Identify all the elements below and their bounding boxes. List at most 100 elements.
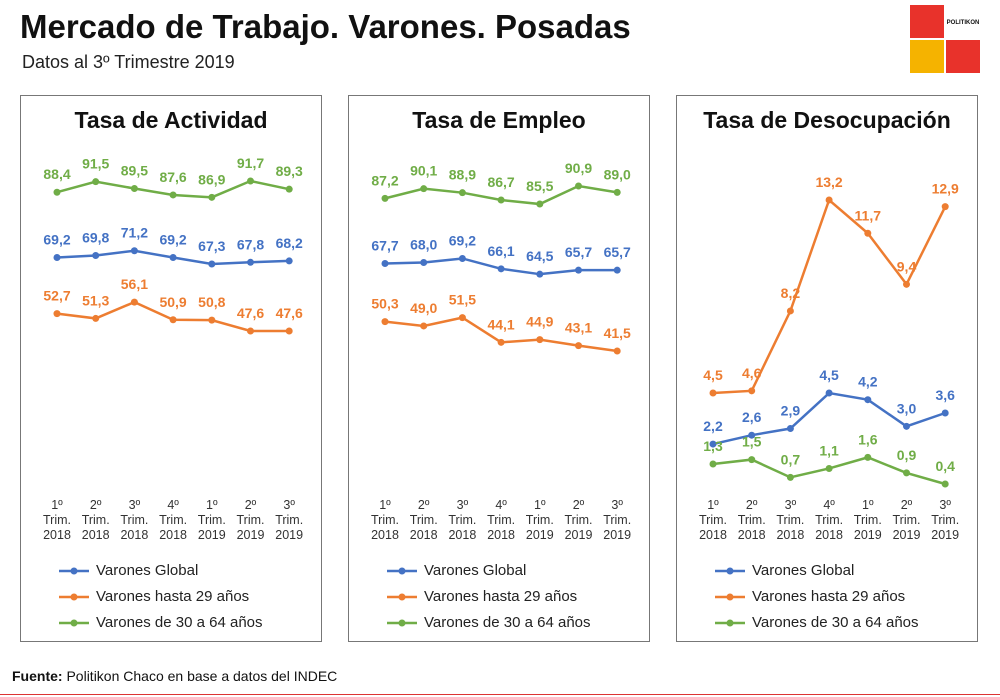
point	[864, 453, 872, 461]
chart-panel: 69,2 69,8 71,2 69,2 67,3 67,8 68,2 52,7 51,3 56,1…	[20, 95, 322, 642]
data-label: 65,7	[604, 244, 631, 260]
logo: POLITIKON	[910, 5, 980, 73]
x-tick-label: 1º Trim. 2018	[699, 498, 727, 542]
footer: Fuente: Politikon Chaco en base a datos …	[12, 668, 337, 684]
data-label: 86,9	[198, 171, 225, 187]
data-label: 0,4	[935, 458, 955, 474]
data-label: 88,4	[43, 166, 70, 182]
data-label: 41,5	[604, 325, 631, 341]
x-tick-label: 4º Trim. 2018	[815, 498, 844, 542]
data-label: 67,8	[237, 236, 264, 252]
data-label: 43,1	[565, 320, 592, 336]
point	[381, 194, 389, 202]
data-label: 67,3	[198, 238, 225, 254]
data-label: 50,3	[371, 296, 398, 312]
data-label: 69,2	[43, 232, 70, 248]
chart-plot: 69,2 69,8 71,2 69,2 67,3 67,8 68,2 52,7 51,3 56,1…	[43, 155, 303, 627]
point	[709, 460, 717, 468]
data-label: 1,6	[858, 431, 878, 447]
data-label: 71,2	[121, 225, 148, 241]
x-tick-label: 2º Trim. 2018	[737, 498, 766, 542]
legend-label: Varones Global	[424, 562, 527, 579]
point	[748, 431, 756, 439]
data-label: 1,5	[742, 434, 762, 450]
footer-text: Politikon Chaco en base a datos del INDE…	[66, 668, 338, 684]
data-label: 68,2	[276, 235, 303, 251]
point	[92, 178, 100, 186]
data-label: 1,1	[819, 442, 839, 458]
point	[169, 254, 177, 262]
data-label: 4,5	[819, 367, 839, 383]
data-label: 67,7	[371, 237, 398, 253]
point	[786, 307, 794, 315]
x-tick-label: 1º Trim. 2019	[853, 498, 882, 542]
legend-marker	[726, 619, 734, 627]
point	[786, 425, 794, 433]
legend-label: Varones de 30 a 64 años	[752, 614, 919, 631]
data-label: 1,3	[703, 438, 723, 454]
x-tick-label: 1º Trim. 2019	[197, 498, 226, 542]
point	[903, 280, 910, 288]
point	[285, 257, 293, 265]
data-label: 91,7	[237, 155, 264, 171]
legend-label: Varones hasta 29 años	[424, 588, 578, 605]
data-label: 3,0	[897, 400, 917, 416]
x-tick-label: 3º Trim. 2018	[776, 498, 805, 542]
legend-marker	[70, 593, 78, 601]
point	[825, 389, 833, 397]
point	[247, 177, 254, 185]
point	[497, 265, 505, 273]
data-label: 2,9	[781, 403, 801, 419]
legend-label: Varones Global	[752, 562, 855, 579]
point	[247, 327, 254, 335]
point	[575, 182, 582, 190]
x-tick-label: 3º Trim. 2019	[931, 498, 960, 542]
point	[613, 188, 621, 196]
x-tick-label: 3º Trim. 2019	[603, 498, 632, 542]
point	[575, 342, 582, 350]
page-subtitle: Datos al 3º Trimestre 2019	[22, 52, 235, 72]
point	[130, 298, 138, 306]
x-tick-label: 1º Trim. 2019	[525, 498, 554, 542]
point	[458, 254, 466, 262]
point	[53, 254, 61, 262]
point	[575, 266, 582, 274]
chart-title: Tasa de Empleo	[412, 107, 586, 133]
data-label: 86,7	[487, 174, 514, 190]
data-label: 4,5	[703, 367, 723, 383]
point	[497, 338, 505, 346]
data-label: 49,0	[410, 300, 437, 316]
data-label: 51,3	[82, 292, 109, 308]
data-label: 90,1	[410, 163, 437, 179]
point	[786, 473, 794, 481]
point	[53, 310, 61, 318]
footer-line	[0, 694, 1000, 695]
legend-label: Varones hasta 29 años	[96, 588, 250, 605]
data-label: 44,9	[526, 314, 553, 330]
legend-marker	[726, 593, 734, 601]
data-label: 50,8	[198, 294, 225, 310]
data-label: 69,2	[159, 232, 186, 248]
data-label: 13,2	[815, 174, 842, 190]
legend-label: Varones de 30 a 64 años	[96, 614, 263, 631]
data-label: 89,5	[121, 162, 148, 178]
data-label: 4,2	[858, 374, 878, 390]
data-label: 66,1	[487, 243, 514, 259]
data-label: 0,9	[897, 447, 917, 463]
legend-marker	[398, 619, 406, 627]
x-tick-label: 2º Trim. 2019	[564, 498, 593, 542]
point	[709, 440, 717, 448]
data-label: 47,6	[276, 305, 303, 321]
data-label: 0,7	[781, 451, 801, 467]
data-label: 90,9	[565, 160, 592, 176]
chart-panel: 67,7 68,0 69,2 66,1 64,5 65,7 65,7 50,3 49,0 51,5…	[348, 95, 650, 642]
point	[285, 327, 293, 335]
x-tick-label: 3º Trim. 2018	[120, 498, 149, 542]
point	[497, 196, 505, 204]
data-label: 47,6	[237, 305, 264, 321]
data-label: 44,1	[487, 316, 514, 332]
point	[420, 322, 428, 330]
point	[941, 480, 949, 488]
data-label: 12,9	[932, 181, 959, 197]
